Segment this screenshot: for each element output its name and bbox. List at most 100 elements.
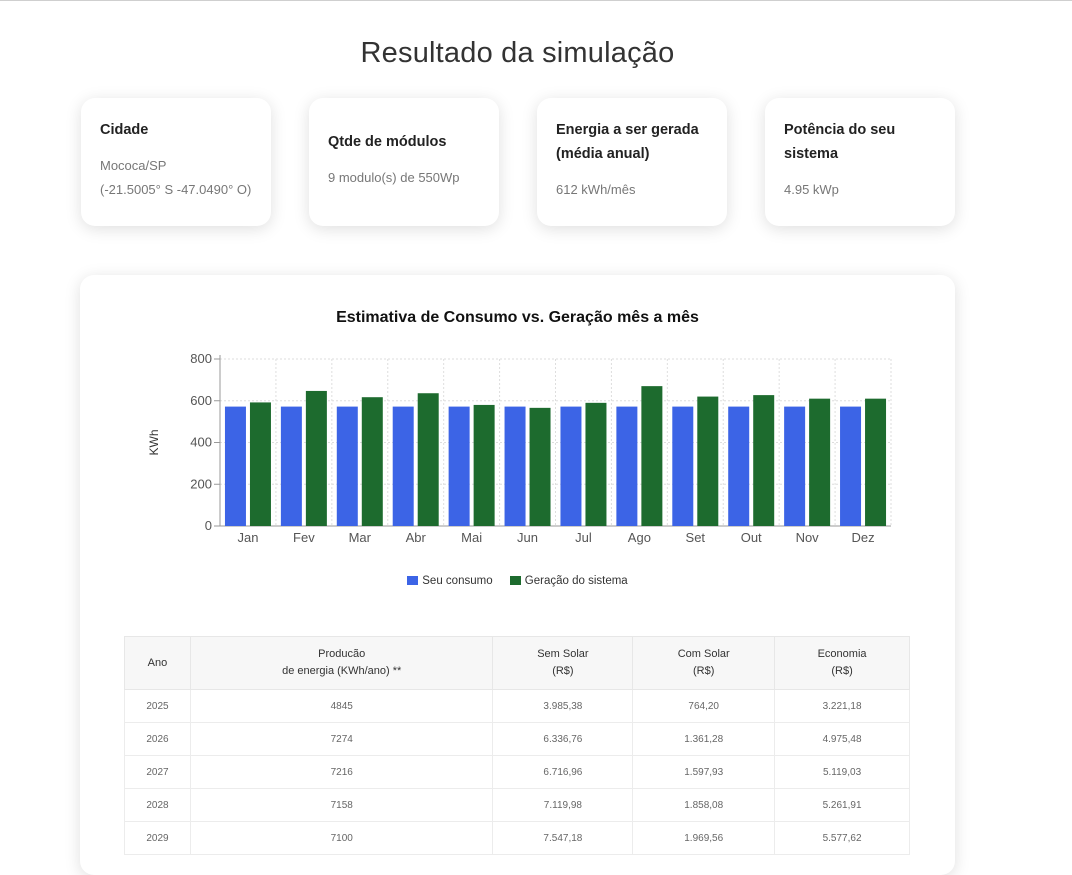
x-tick-label: Out xyxy=(741,530,762,545)
header-unit: (R$) xyxy=(831,665,853,677)
y-tick-label: 600 xyxy=(190,393,212,408)
cell-economia: 5.119,03 xyxy=(774,755,910,789)
header-sem-solar: Sem Solar (R$) xyxy=(492,636,634,690)
cell-ano: 2029 xyxy=(124,821,191,855)
cell-sem-solar: 6.716,96 xyxy=(492,755,634,789)
city-name: Mococa/SP xyxy=(100,158,167,173)
cell-economia: 5.577,62 xyxy=(774,821,910,855)
chart-legend: Seu consumo Geração do sistema xyxy=(80,575,955,587)
cell-sem-solar: 6.336,76 xyxy=(492,722,634,756)
header-label: Com Solar xyxy=(677,648,730,660)
cell-ano: 2026 xyxy=(124,722,191,756)
card-modulos: Qtde de módulos 9 modulo(s) de 550Wp xyxy=(309,98,499,226)
table-header-row: Ano Producão de energia (KWh/ano) ** Sem … xyxy=(124,636,910,690)
bar-geracao xyxy=(305,390,327,526)
card-value: Mococa/SP (-21.5005° S -47.0490° O) xyxy=(100,154,252,202)
header-unit: (R$) xyxy=(552,665,574,677)
bar-consumo xyxy=(448,406,470,526)
legend-swatch xyxy=(509,576,521,585)
x-tick-label: Jul xyxy=(575,530,592,545)
card-value: 4.95 kWp xyxy=(784,182,839,197)
bar-consumo xyxy=(504,406,526,526)
header-com-solar: Com Solar (R$) xyxy=(632,636,776,690)
bar-geracao xyxy=(417,393,439,526)
bar-consumo xyxy=(336,406,358,526)
card-value: 9 modulo(s) de 550Wp xyxy=(328,170,460,185)
y-tick-label: 0 xyxy=(205,518,212,533)
cell-economia: 5.261,91 xyxy=(774,788,910,822)
bar-chart: 0 200 400 600 800 Jan Fev Mar Abr Mai Jun Jul Ago Set… xyxy=(147,351,892,545)
legend-swatch xyxy=(407,576,419,585)
x-tick-label: Jun xyxy=(517,530,538,545)
header-label: Sem Solar xyxy=(537,648,589,660)
header-label: Ano xyxy=(147,656,168,669)
city-coordinates: (-21.5005° S -47.0490° O) xyxy=(100,182,252,197)
x-tick-label: Dez xyxy=(851,530,874,545)
bar-geracao xyxy=(753,395,775,526)
legend-item-geracao[interactable]: Geração do sistema xyxy=(509,575,628,587)
cell-ano: 2027 xyxy=(124,755,191,789)
table-row: 2027 7216 6.716,96 1.597,93 5.119,03 xyxy=(124,755,910,789)
cell-producao: 7216 xyxy=(189,755,494,789)
header-label: Economia xyxy=(817,648,867,660)
bar-geracao xyxy=(585,402,607,526)
card-title: Potência do seu sistema xyxy=(784,122,896,162)
bar-consumo xyxy=(280,406,302,526)
bar-consumo xyxy=(728,406,750,526)
legend-item-consumo[interactable]: Seu consumo xyxy=(407,575,493,587)
cell-com-solar: 1.361,28 xyxy=(632,722,776,756)
y-tick-label: 400 xyxy=(190,435,212,450)
cell-sem-solar: 7.547,18 xyxy=(492,821,634,855)
cell-com-solar: 1.969,56 xyxy=(632,821,776,855)
cell-sem-solar: 3.985,38 xyxy=(492,689,634,723)
table-row: 2028 7158 7.119,98 1.858,08 5.261,91 xyxy=(124,788,910,822)
x-tick-label: Mai xyxy=(461,530,482,545)
bar-consumo xyxy=(616,406,638,526)
bar-consumo xyxy=(840,406,862,526)
header-label: Producão xyxy=(318,648,366,660)
cell-producao: 7100 xyxy=(189,821,494,855)
cell-com-solar: 1.597,93 xyxy=(632,755,776,789)
cell-ano: 2025 xyxy=(124,689,191,723)
bar-geracao xyxy=(641,386,663,526)
bar-geracao xyxy=(529,407,551,526)
legend-label: Geração do sistema xyxy=(524,575,628,587)
table-row: 2029 7100 7.547,18 1.969,56 5.577,62 xyxy=(124,821,910,855)
x-tick-label: Nov xyxy=(796,530,820,545)
card-potencia: Potência do seu sistema 4.95 kWp xyxy=(765,98,955,226)
bar-consumo xyxy=(392,406,414,526)
y-axis-label: KWh xyxy=(147,429,161,455)
table-row: 2026 7274 6.336,76 1.361,28 4.975,48 xyxy=(124,722,910,756)
legend-label: Seu consumo xyxy=(422,575,493,587)
projection-table: Ano Producão de energia (KWh/ano) ** Sem … xyxy=(124,636,910,855)
cell-producao: 4845 xyxy=(189,689,494,723)
card-cidade: Cidade Mococa/SP (-21.5005° S -47.0490° … xyxy=(81,98,271,226)
header-producao: Producão de energia (KWh/ano) ** xyxy=(189,636,494,690)
chart-title: Estimativa de Consumo vs. Geração mês a … xyxy=(336,309,699,326)
header-economia: Economia (R$) xyxy=(774,636,910,690)
y-tick-label: 800 xyxy=(190,351,212,366)
bar-consumo xyxy=(672,406,694,526)
bar-geracao xyxy=(809,398,831,526)
card-energia: Energia a ser gerada (média anual) 612 k… xyxy=(537,98,727,226)
x-tick-label: Jan xyxy=(237,530,258,545)
header-unit: de energia (KWh/ano) ** xyxy=(282,665,402,677)
cell-producao: 7158 xyxy=(189,788,494,822)
x-tick-label: Mar xyxy=(349,530,372,545)
cell-ano: 2028 xyxy=(124,788,191,822)
page-title: Resultado da simulação xyxy=(360,37,675,69)
header-ano: Ano xyxy=(124,636,191,690)
header-unit: (R$) xyxy=(693,665,715,677)
x-tick-label: Ago xyxy=(628,530,651,545)
card-title: Qtde de módulos xyxy=(328,134,447,150)
bar-geracao xyxy=(249,402,271,526)
x-tick-label: Fev xyxy=(293,530,315,545)
card-title: Cidade xyxy=(100,122,149,138)
bar-geracao xyxy=(361,397,383,526)
cell-sem-solar: 7.119,98 xyxy=(492,788,634,822)
bar-consumo xyxy=(224,406,246,526)
bar-consumo xyxy=(560,406,582,526)
cell-economia: 4.975,48 xyxy=(774,722,910,756)
bar-geracao xyxy=(473,404,495,526)
bar-geracao xyxy=(865,398,887,526)
